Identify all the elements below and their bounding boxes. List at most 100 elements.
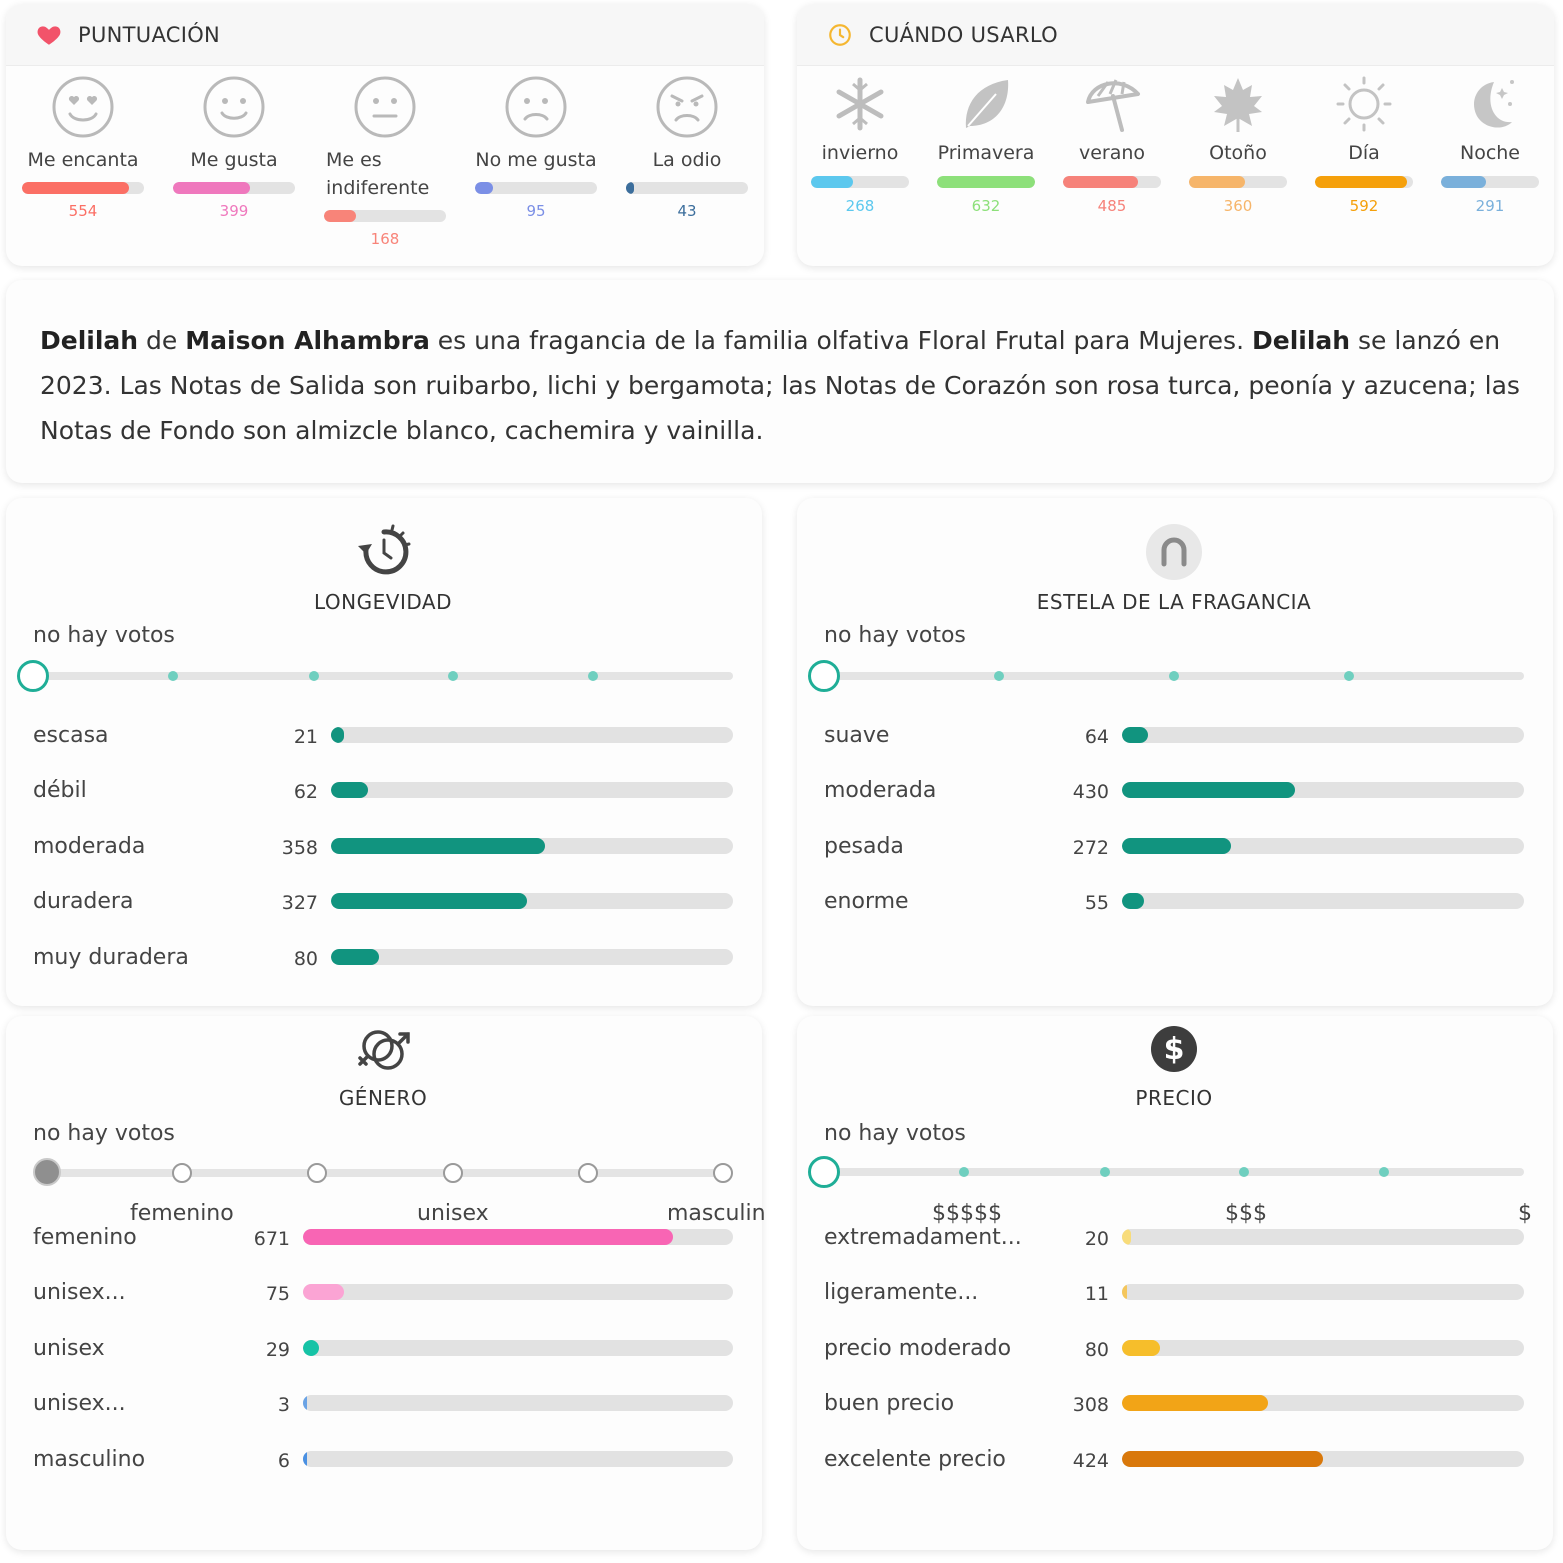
rating-like[interactable]: Me gusta 399 xyxy=(171,74,297,220)
longevity-row-fill xyxy=(331,838,546,854)
rating-love[interactable]: Me encanta 554 xyxy=(20,74,146,220)
longevity-slider-knob[interactable] xyxy=(17,660,49,692)
smile-face-icon xyxy=(203,76,265,138)
gender-row-bar xyxy=(303,1229,733,1245)
gender-slider-knob[interactable] xyxy=(33,1158,61,1186)
when-label: verano xyxy=(1078,142,1146,164)
sillage-row-label: pesada xyxy=(824,834,904,859)
price-slider-stop[interactable] xyxy=(1100,1167,1110,1177)
when-spring[interactable]: Primavera 632 xyxy=(936,74,1036,215)
gender-row-fill xyxy=(303,1340,319,1356)
price-row-fill xyxy=(1122,1340,1160,1356)
price-row-bar xyxy=(1122,1284,1524,1300)
longevity-row-bar xyxy=(331,893,733,909)
rating-title: PUNTUACIÓN xyxy=(78,23,221,47)
gender-row-count: 75 xyxy=(265,1283,290,1305)
price-row-bar xyxy=(1122,1340,1524,1356)
gender-tick-label: masculin xyxy=(667,1201,766,1226)
price-row-bar xyxy=(1122,1451,1524,1467)
rating-label: La odio xyxy=(652,149,722,171)
when-fill xyxy=(1441,176,1487,188)
when-label: Otoño xyxy=(1209,142,1267,164)
sillage-row-bar xyxy=(1122,782,1524,798)
price-row-fill xyxy=(1122,1229,1132,1245)
gender-slider-stop[interactable] xyxy=(307,1163,327,1183)
longevity-slider-stop[interactable] xyxy=(309,671,319,681)
sad-face-icon xyxy=(505,76,567,138)
gender-slider-stop[interactable] xyxy=(172,1163,192,1183)
perfume-name-2: Delilah xyxy=(1251,326,1351,355)
sillage-slider-stop[interactable] xyxy=(994,671,1004,681)
price-slider[interactable] xyxy=(824,1168,1524,1176)
price-card: $ PRECIO no hay votos $$$$$ $$$ $ extrem… xyxy=(797,1016,1553,1550)
gender-row-label: unisex xyxy=(33,1336,105,1361)
brand-name[interactable]: Maison Alhambra xyxy=(185,326,430,355)
price-slider-stop[interactable] xyxy=(1239,1167,1249,1177)
svg-text:$: $ xyxy=(1164,1032,1185,1067)
longevity-row-count: 80 xyxy=(293,948,318,970)
rating-fill xyxy=(475,182,494,194)
sillage-row-count: 64 xyxy=(1084,726,1109,748)
when-day[interactable]: Día 592 xyxy=(1314,74,1414,215)
when-label: Noche xyxy=(1459,142,1520,164)
gender-slider-stop[interactable] xyxy=(578,1163,598,1183)
longevity-row-label: escasa xyxy=(33,723,109,748)
when-autumn[interactable]: Otoño 360 xyxy=(1188,74,1288,215)
price-row-label: extremadament... xyxy=(824,1225,1022,1250)
longevity-row-label: muy duradera xyxy=(33,945,189,970)
sillage-slider-stop[interactable] xyxy=(1169,671,1179,681)
gender-row-label: masculino xyxy=(33,1447,146,1472)
price-slider-knob[interactable] xyxy=(808,1156,840,1188)
description-connector: de xyxy=(138,326,186,355)
price-row-label: ligeramente... xyxy=(824,1280,979,1305)
price-slider-stop[interactable] xyxy=(959,1167,969,1177)
when-night[interactable]: Noche 291 xyxy=(1440,74,1540,215)
longevity-row-count: 21 xyxy=(293,726,318,748)
sillage-row-count: 272 xyxy=(1072,837,1109,859)
gender-slider-stop[interactable] xyxy=(443,1163,463,1183)
clock-icon xyxy=(829,24,851,46)
price-tick-label: $$$ xyxy=(1225,1201,1267,1226)
longevity-slider[interactable] xyxy=(33,672,733,680)
perfume-name[interactable]: Delilah xyxy=(40,326,139,355)
gender-row-count: 3 xyxy=(277,1394,290,1416)
rating-dislike[interactable]: No me gusta 95 xyxy=(473,74,599,220)
longevity-slider-stop[interactable] xyxy=(168,671,178,681)
sun-icon xyxy=(1336,76,1392,132)
sillage-row-fill xyxy=(1122,838,1232,854)
when-summer[interactable]: verano 485 xyxy=(1062,74,1162,215)
when-bar xyxy=(811,176,909,188)
when-label: Día xyxy=(1348,142,1380,164)
longevity-row-count: 358 xyxy=(281,837,318,859)
rating-count: 554 xyxy=(68,202,98,220)
gender-row-label: unisex... xyxy=(33,1391,126,1416)
gender-slider-stop[interactable] xyxy=(713,1163,733,1183)
rating-card-header: PUNTUACIÓN xyxy=(6,4,764,66)
rating-fill xyxy=(626,182,635,194)
when-winter[interactable]: invierno 268 xyxy=(810,74,910,215)
when-fill xyxy=(1315,176,1407,188)
when-label: Primavera xyxy=(937,142,1035,164)
heart-icon xyxy=(37,26,61,45)
rating-label: Me gusta xyxy=(190,149,278,171)
sillage-slider-stop[interactable] xyxy=(1344,671,1354,681)
rating-count: 95 xyxy=(526,202,546,220)
rating-indifferent[interactable]: Me es indiferente 168 xyxy=(322,74,448,248)
longevity-slider-stop[interactable] xyxy=(448,671,458,681)
when-label: invierno xyxy=(821,142,899,164)
price-row-count: 80 xyxy=(1084,1339,1109,1361)
rating-bar xyxy=(475,182,597,194)
sillage-card: ESTELA DE LA FRAGANCIA no hay votos suav… xyxy=(797,498,1553,1006)
when-count: 485 xyxy=(1097,197,1127,215)
price-slider-stop[interactable] xyxy=(1379,1167,1389,1177)
gender-slider[interactable] xyxy=(46,1169,722,1177)
sillage-slider-knob[interactable] xyxy=(808,660,840,692)
when-count: 360 xyxy=(1223,197,1253,215)
price-row-count: 424 xyxy=(1072,1450,1109,1472)
price-row-label: excelente precio xyxy=(824,1447,1006,1472)
price-row-fill xyxy=(1122,1395,1268,1411)
dollar-icon: $ xyxy=(1151,1026,1197,1072)
longevity-slider-stop[interactable] xyxy=(588,671,598,681)
rating-hate[interactable]: La odio 43 xyxy=(624,74,750,220)
when-fill xyxy=(1063,176,1139,188)
